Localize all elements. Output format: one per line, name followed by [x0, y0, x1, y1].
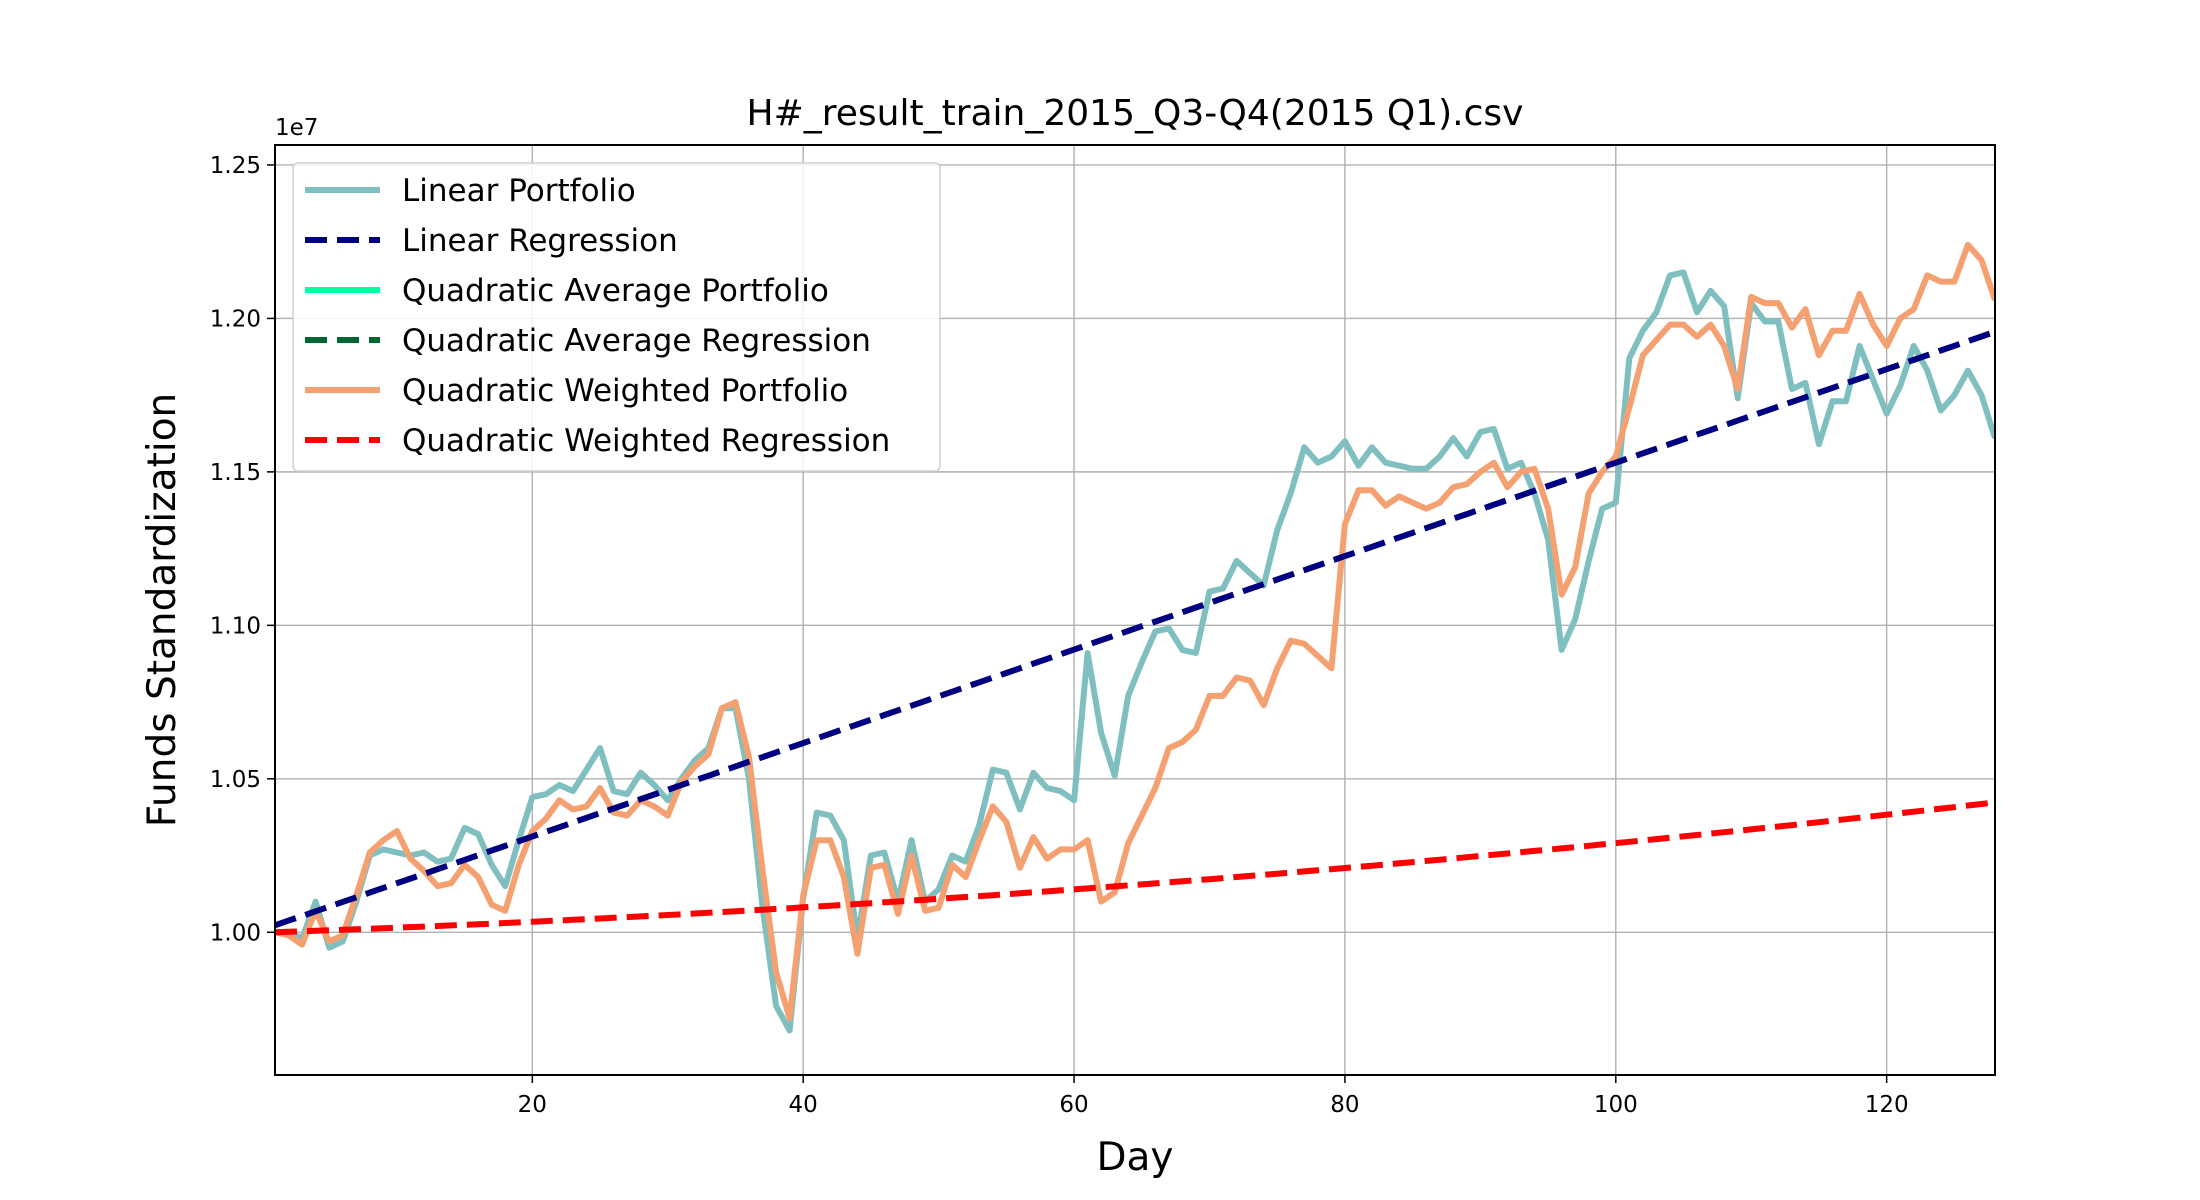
legend-box: [292, 162, 941, 472]
legend-item: Quadratic Weighted Portfolio: [305, 373, 848, 409]
x-tick-label: 20: [518, 1092, 547, 1118]
series-line-linear-regression: [275, 328, 1995, 929]
series-group: [275, 241, 1995, 1034]
y-tick-label: 1.25: [210, 153, 261, 179]
y-tick-label: 1.05: [210, 767, 261, 793]
chart-title: H#_result_train_2015_Q3-Q4(2015 Q1).csv: [747, 93, 1524, 134]
legend-item: Quadratic Weighted Regression: [305, 423, 890, 459]
legend-label: Quadratic Average Portfolio: [402, 273, 829, 309]
legend-item: Linear Portfolio: [305, 173, 636, 209]
x-tick-label: 80: [1330, 1092, 1359, 1118]
y-axis-title: Funds Standardization: [140, 393, 185, 828]
legend-label: Linear Portfolio: [402, 173, 636, 209]
legend-item: Quadratic Average Portfolio: [305, 273, 829, 309]
series-line-linear-portfolio: [275, 269, 1995, 1034]
y-offset-label: 1e7: [275, 115, 318, 141]
legend-item: Linear Regression: [305, 223, 678, 259]
x-axis-title: Day: [1096, 1135, 1173, 1180]
y-tick-label: 1.15: [210, 460, 261, 486]
y-tick-label: 1.10: [210, 613, 261, 639]
legend-label: Quadratic Weighted Portfolio: [402, 373, 848, 409]
legend: Linear Portfolio Linear Regression Quadrat…: [292, 162, 941, 472]
plot-area: [275, 241, 1995, 1034]
legend-item: Quadratic Average Regression: [305, 323, 871, 359]
y-tick-label: 1.00: [210, 920, 261, 946]
ticks: 20 40 60 80 100 120 1.00 1.05 1.10 1.15 1.20 1.25: [210, 153, 1909, 1118]
x-tick-label: 60: [1059, 1092, 1088, 1118]
legend-label: Quadratic Weighted Regression: [402, 423, 890, 459]
series-line-quadratic-weighted-portfolio: [275, 241, 1995, 1022]
legend-label: Quadratic Average Regression: [402, 323, 871, 359]
x-tick-label: 40: [789, 1092, 818, 1118]
grid: [275, 145, 1995, 1075]
axes-frame: [274, 144, 1996, 1076]
x-tick-label: 100: [1594, 1092, 1638, 1118]
x-tick-label: 120: [1865, 1092, 1909, 1118]
legend-label: Linear Regression: [402, 223, 678, 259]
y-tick-label: 1.20: [210, 306, 261, 332]
